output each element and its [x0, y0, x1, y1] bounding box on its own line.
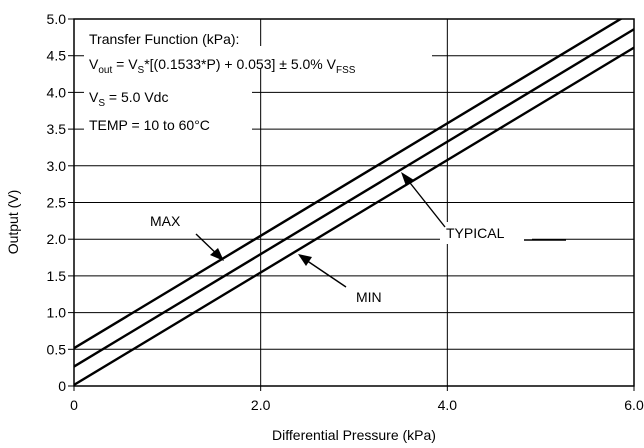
max-arrowhead: [210, 248, 224, 261]
y-tick-label-1: 0.5: [47, 341, 67, 357]
y-tick-label-3: 1.5: [47, 268, 67, 284]
y-tick-label-0: 0: [58, 378, 66, 394]
x-tick-label-1: 2.0: [251, 397, 271, 413]
x-axis-title: Differential Pressure (kPa): [272, 427, 436, 443]
transfer-function-equation: Vout = VS*[(0.1533*P) + 0.053] ± 5.0% VF…: [89, 56, 356, 76]
min-arrowhead: [298, 254, 312, 266]
annotation-arrowheads: [210, 172, 414, 266]
min-label: MIN: [356, 289, 382, 305]
y-tick-label-5: 2.5: [47, 195, 67, 211]
y-tick-label-6: 3.0: [47, 158, 67, 174]
series-line-min: [74, 46, 634, 386]
y-tick-label-10: 5.0: [47, 11, 67, 27]
y-tick-label-9: 4.5: [47, 48, 67, 64]
series-line-typical: [74, 28, 634, 368]
transfer-function-box-ext2: [84, 46, 432, 68]
max-label: MAX: [150, 213, 181, 229]
x-tick-label-0: 0: [70, 397, 78, 413]
series-line-max: [74, 19, 623, 350]
series-lines: [74, 19, 634, 386]
x-tick-label-3: 6.0: [624, 397, 644, 413]
y-tick-label-2: 1.0: [47, 305, 67, 321]
transfer-function-box-ext1: [84, 24, 260, 46]
y-tick-label-7: 3.5: [47, 121, 67, 137]
y-axis-title: Output (V): [5, 190, 21, 255]
x-tick-labels: 0 2.0 4.0 6.0: [70, 397, 644, 413]
supply-voltage-text: VS = 5.0 Vdc: [89, 89, 168, 109]
temperature-range-text: TEMP = 10 to 60°C: [89, 117, 210, 133]
x-tick-label-2: 4.0: [438, 397, 458, 413]
typical-arrowhead: [401, 172, 414, 186]
y-tick-label-8: 4.0: [47, 84, 67, 100]
transfer-function-heading: Transfer Function (kPa):: [89, 31, 239, 47]
typical-label: TYPICAL: [446, 225, 505, 241]
y-tick-label-4: 2.0: [47, 231, 67, 247]
y-tick-labels: 0 0.5 1.0 1.5 2.0 2.5 3.0 3.5 4.0 4.5 5.0: [47, 11, 67, 394]
typical-label-bg: [440, 222, 532, 244]
